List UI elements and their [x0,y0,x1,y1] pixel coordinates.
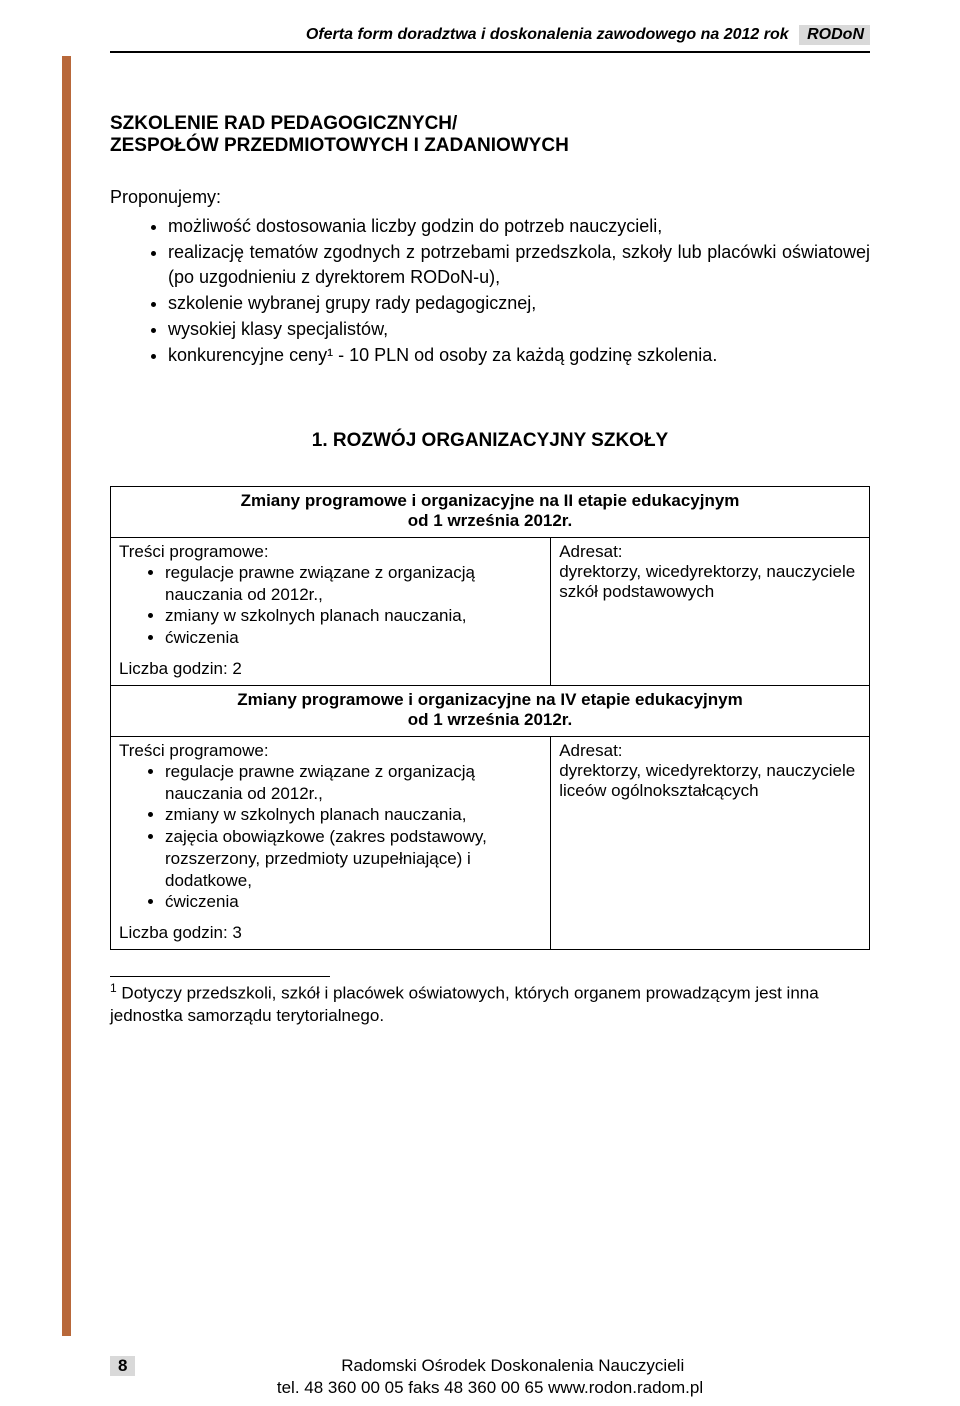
list-item: zmiany w szkolnych planach nauczania, [165,605,542,627]
list-item: regulacje prawne związane z organizacją … [165,562,542,606]
propose-label: Proponujemy: [110,187,870,208]
list-item: ćwiczenia [165,891,542,913]
page-number: 8 [110,1356,135,1376]
list-item: szkolenie wybranej grupy rady pedagogicz… [168,291,870,315]
footnote-marker: 1 [110,981,117,995]
box1-hours: Liczba godzin: 2 [111,655,551,686]
list-item: regulacje prawne związane z organizacją … [165,761,542,805]
box1-right-cell: Adresat: dyrektorzy, wicedyrektorzy, nau… [551,537,870,685]
footer-org: Radomski Ośrodek Doskonalenia Nauczyciel… [155,1356,870,1376]
addressee-text: dyrektorzy, wicedyrektorzy, nauczyciele … [559,761,861,801]
box2-right-cell: Adresat: dyrektorzy, wicedyrektorzy, nau… [551,736,870,949]
addressee-label: Adresat: [559,741,861,761]
box1-title-line1: Zmiany programowe i organizacyjne na II … [241,491,740,510]
footer-contact: tel. 48 360 00 05 faks 48 360 00 65 www.… [110,1378,870,1398]
page-footer: 8 Radomski Ośrodek Doskonalenia Nauczyci… [0,1356,960,1398]
accent-bar [62,56,71,1336]
box2-left-cell: Treści programowe: regulacje prawne zwią… [111,736,551,919]
box1-title: Zmiany programowe i organizacyjne na II … [111,486,870,537]
box1-content-list: regulacje prawne związane z organizacją … [119,562,542,649]
content-label: Treści programowe: [119,542,542,562]
content-label: Treści programowe: [119,741,542,761]
running-title: Oferta form doradztwa i doskonalenia zaw… [306,26,789,43]
section-heading: 1. ROZWÓJ ORGANIZACYJNY SZKOŁY [110,430,870,452]
footnote: 1 Dotyczy przedszkoli, szkół i placówek … [110,981,870,1027]
box2-title-line2: od 1 września 2012r. [408,710,572,729]
list-item: zmiany w szkolnych planach nauczania, [165,804,542,826]
list-item: zajęcia obowiązkowe (zakres podstawowy, … [165,826,542,891]
box1-left-cell: Treści programowe: regulacje prawne zwią… [111,537,551,655]
footnote-rule [110,976,330,977]
propose-list: możliwość dostosowania liczby godzin do … [110,214,870,368]
list-item: ćwiczenia [165,627,542,649]
running-header: Oferta form doradztwa i doskonalenia zaw… [0,0,960,51]
page-heading-line2: ZESPOŁÓW PRZEDMIOTOWYCH I ZADANIOWYCH [110,135,870,157]
box2-title-line1: Zmiany programowe i organizacyjne na IV … [237,690,742,709]
list-item: możliwość dostosowania liczby godzin do … [168,214,870,238]
addressee-label: Adresat: [559,542,861,562]
addressee-text: dyrektorzy, wicedyrektorzy, nauczyciele … [559,562,861,602]
footnote-text: Dotyczy przedszkoli, szkół i placówek oś… [110,984,819,1025]
course-table: Zmiany programowe i organizacyjne na II … [110,486,870,950]
list-item: wysokiej klasy specjalistów, [168,317,870,341]
box2-hours: Liczba godzin: 3 [111,919,551,950]
header-badge: RODoN [799,25,870,45]
page-heading-line1: SZKOLENIE RAD PEDAGOGICZNYCH/ [110,113,870,135]
box1-title-line2: od 1 września 2012r. [408,511,572,530]
list-item: konkurencyjne ceny¹ - 10 PLN od osoby za… [168,343,870,367]
box2-content-list: regulacje prawne związane z organizacją … [119,761,542,913]
box2-title: Zmiany programowe i organizacyjne na IV … [111,685,870,736]
list-item: realizację tematów zgodnych z potrzebami… [168,240,870,289]
